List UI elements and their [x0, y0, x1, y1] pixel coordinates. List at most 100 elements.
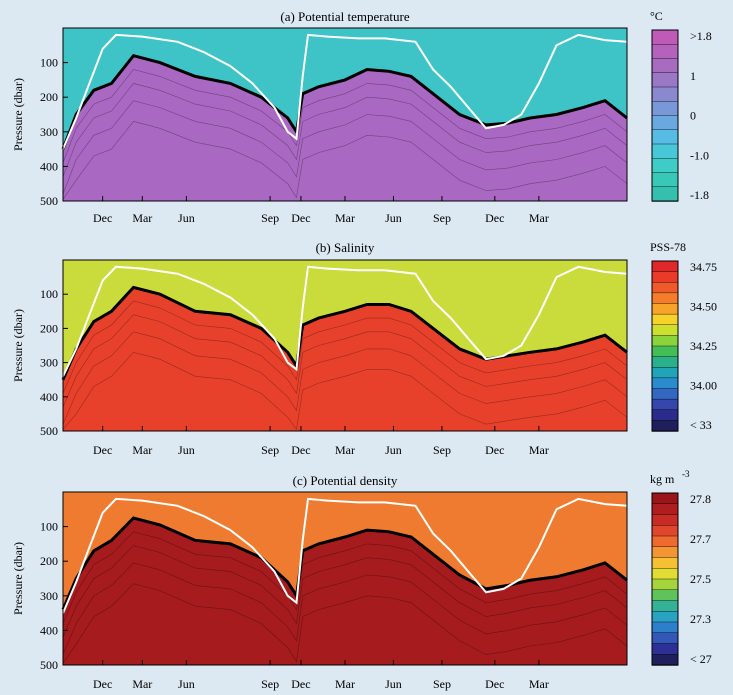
colorbar-unit-exponent: -3 — [682, 469, 690, 479]
contour-line — [62, 583, 628, 664]
colorbar-swatch — [651, 492, 679, 505]
colorbar-swatch — [651, 58, 679, 74]
colorbar-swatch — [651, 568, 679, 580]
chart-title: (b) Salinity — [316, 240, 375, 255]
x-tick-label: Sep — [433, 677, 451, 691]
contour-line — [62, 300, 628, 394]
colorbar-swatch — [651, 172, 679, 188]
chart-panel-1: (a) Potential temperature 100 200 300 400 500… — [11, 9, 712, 225]
colorbar-label: >1.8 — [690, 29, 712, 43]
mixed-layer-line — [62, 497, 628, 614]
x-tick-label: Jun — [385, 443, 402, 457]
colorbar-swatch — [651, 398, 679, 411]
colorbar-swatch — [651, 643, 679, 655]
y-tick-label: 200 — [40, 554, 58, 568]
contour-line — [62, 69, 628, 164]
colorbar-swatch — [651, 654, 679, 666]
y-tick-label: 400 — [40, 390, 58, 404]
x-tick-label: Mar — [529, 211, 549, 225]
y-axis-label: Pressure (dbar) — [11, 309, 25, 382]
x-tick-label: Dec — [93, 677, 112, 691]
colorbar-label: < 33 — [690, 418, 712, 432]
x-tick-label: Dec — [485, 211, 504, 225]
x-tick-label: Mar — [529, 677, 549, 691]
colorbar-swatch — [651, 514, 679, 526]
y-axis-label: Pressure (dbar) — [11, 542, 25, 615]
colorbar-frame — [651, 492, 679, 666]
colorbar-swatch — [651, 313, 679, 326]
x-tick-label: Mar — [132, 677, 152, 691]
upper-layer-field — [63, 260, 627, 380]
colorbar-swatch — [651, 420, 679, 432]
colorbar-swatch — [651, 600, 679, 612]
x-tick-label: Dec — [291, 443, 310, 457]
x-tick-label: Sep — [261, 443, 279, 457]
colorbar-label: 34.00 — [690, 379, 717, 393]
chart-title: (c) Potential density — [293, 473, 398, 488]
y-axis-label: Pressure (dbar) — [11, 78, 25, 151]
colorbar-swatch — [651, 589, 679, 602]
colorbar-swatch — [651, 621, 679, 634]
colorbar-swatch — [651, 282, 679, 294]
y-tick-label: 400 — [40, 159, 58, 173]
chart-title: (a) Potential temperature — [280, 9, 409, 24]
contour-line — [62, 531, 628, 624]
y-tick-label: 400 — [40, 623, 58, 637]
x-tick-label: Dec — [93, 211, 112, 225]
y-tick-label: 100 — [40, 56, 58, 70]
colorbar-unit: PSS-78 — [650, 240, 686, 254]
x-tick-label: Sep — [433, 211, 451, 225]
colorbar-swatch — [651, 129, 679, 145]
colorbar-swatch — [651, 367, 679, 379]
x-tick-label: Mar — [529, 443, 549, 457]
y-tick-label: 500 — [40, 194, 58, 208]
colorbar-swatch — [651, 292, 679, 305]
y-tick-label: 500 — [40, 424, 58, 438]
x-tick-label: Mar — [132, 443, 152, 457]
colorbar-swatch — [651, 158, 679, 174]
contour-line — [62, 83, 628, 177]
colorbar-label: 27.3 — [690, 612, 711, 626]
colorbar-swatch — [651, 578, 679, 591]
x-tick-label: Jun — [385, 211, 402, 225]
colorbar-label: < 27 — [690, 652, 712, 666]
x-tick-label: Jun — [178, 211, 195, 225]
colorbar-swatch — [651, 303, 679, 315]
x-tick-label: Jun — [385, 677, 402, 691]
mixed-layer-line — [62, 33, 628, 150]
colorbar-swatch — [651, 86, 679, 102]
x-tick-label: Dec — [291, 211, 310, 225]
contour-line — [62, 100, 628, 195]
colorbar-swatch — [651, 377, 679, 390]
upper-layer-field — [63, 28, 627, 150]
colorbar-swatch — [651, 335, 679, 347]
x-tick-label: Mar — [335, 677, 355, 691]
colorbar-label: 34.25 — [690, 339, 717, 353]
y-tick-label: 300 — [40, 589, 58, 603]
reference-isoline — [61, 285, 628, 381]
colorbar-label: 27.7 — [690, 532, 711, 546]
colorbar-unit: kg m — [650, 472, 675, 486]
colorbar-frame — [651, 260, 679, 432]
colorbar-swatch — [651, 186, 679, 202]
colorbar-swatch — [651, 72, 679, 88]
colorbar-label: 1 — [690, 69, 696, 83]
contour-line — [62, 314, 628, 408]
colorbar-swatch — [651, 611, 679, 623]
colorbar-swatch — [651, 525, 679, 537]
colorbar-swatch — [651, 345, 679, 358]
colorbar-swatch — [651, 115, 679, 131]
colorbar-swatch — [651, 324, 679, 337]
y-tick-label: 100 — [40, 520, 58, 534]
y-tick-label: 300 — [40, 125, 58, 139]
x-tick-label: Mar — [335, 443, 355, 457]
colorbar-frame — [651, 29, 679, 202]
mixed-layer-line — [62, 265, 628, 377]
colorbar-swatch — [651, 557, 679, 569]
x-tick-label: Jun — [178, 443, 195, 457]
colorbar-swatch — [651, 409, 679, 422]
contour-line — [62, 331, 628, 425]
colorbar-swatch — [651, 503, 679, 516]
reference-isoline — [61, 516, 628, 611]
colorbar-swatch — [651, 44, 679, 60]
